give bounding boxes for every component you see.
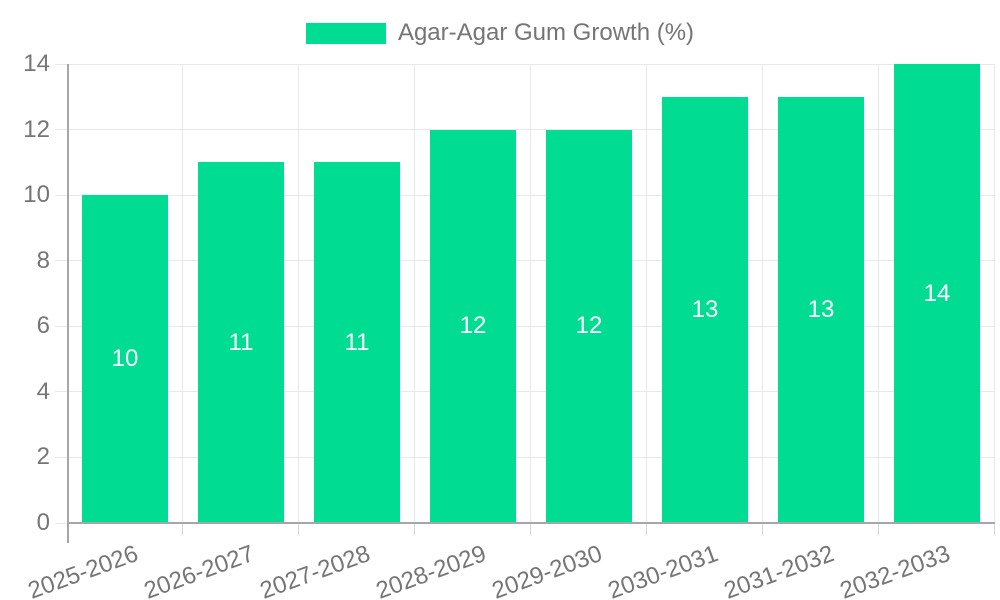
y-axis-tick-label: 14 <box>23 50 50 77</box>
bar-2028-2029[interactable]: 12 <box>430 129 516 523</box>
gridline-vertical <box>762 64 763 523</box>
gridline-horizontal <box>67 391 995 393</box>
y-axis-tick <box>55 129 67 131</box>
bar-value-label: 14 <box>923 279 951 307</box>
gridline-vertical <box>646 64 647 523</box>
x-axis-label: 2030-2031 <box>604 540 722 600</box>
plot-area: 0 2 4 6 8 10 12 14 10 11 11 12 12 13 13 14 2025-2026 2026… <box>23 52 995 600</box>
x-axis-label: 2027-2028 <box>256 540 374 600</box>
gridline-horizontal <box>67 325 995 327</box>
bar-2030-2031[interactable]: 13 <box>662 96 748 523</box>
bar-2029-2030[interactable]: 12 <box>546 129 632 523</box>
x-axis-tick <box>298 523 299 535</box>
bar-2025-2026[interactable]: 10 <box>82 195 168 523</box>
gridline-vertical <box>414 64 415 523</box>
x-axis-label: 2026-2027 <box>140 540 258 600</box>
y-axis-line <box>67 64 69 543</box>
y-axis-tick <box>55 456 67 458</box>
x-axis-tick <box>530 523 531 535</box>
bar-2032-2033[interactable]: 14 <box>894 64 980 523</box>
x-axis-label: 2031-2032 <box>720 540 838 600</box>
bar-value-label: 13 <box>807 295 835 323</box>
bar-value-label: 12 <box>575 312 603 340</box>
y-axis-tick <box>55 194 67 196</box>
gridline-horizontal <box>67 129 995 131</box>
x-axis-tick <box>414 523 415 535</box>
bar-value-label: 12 <box>459 312 487 340</box>
bar-value-label: 13 <box>691 295 719 323</box>
legend-item[interactable]: Agar-Agar Gum Growth (%) <box>305 19 695 47</box>
y-axis-tick <box>55 391 67 393</box>
bar-2026-2027[interactable]: 11 <box>198 162 284 523</box>
y-axis-tick-label: 0 <box>36 509 50 536</box>
legend-label: Agar-Agar Gum Growth (%) <box>397 19 695 46</box>
x-axis-tick <box>646 523 647 535</box>
gridline-vertical <box>298 64 299 523</box>
x-axis-tick <box>878 523 879 535</box>
y-axis-tick-label: 12 <box>23 115 50 143</box>
y-axis-tick-label: 8 <box>36 246 50 274</box>
bar-value-label: 11 <box>228 328 254 356</box>
y-axis-tick-label: 2 <box>36 443 50 471</box>
gridline-vertical <box>878 64 879 523</box>
legend-swatch <box>305 22 386 44</box>
bar-2027-2028[interactable]: 11 <box>314 162 400 523</box>
y-axis-tick-label: 6 <box>36 312 50 340</box>
gridline-horizontal <box>67 456 995 458</box>
gridline-vertical <box>182 64 183 523</box>
x-axis-label: 2025-2026 <box>24 540 142 600</box>
y-axis-tick <box>55 260 67 262</box>
x-axis-tick <box>182 523 183 535</box>
y-axis-tick <box>55 325 67 327</box>
y-axis-tick <box>55 63 67 65</box>
gridline-vertical <box>994 64 995 523</box>
x-axis-tick <box>994 523 995 535</box>
x-axis-line <box>67 522 995 524</box>
chart-legend: Agar-Agar Gum Growth (%) <box>0 16 1000 50</box>
x-axis-label: 2029-2030 <box>488 540 606 600</box>
gridline-vertical <box>530 64 531 523</box>
gridline-horizontal <box>67 63 995 65</box>
x-axis-label: 2032-2033 <box>836 540 954 600</box>
x-axis-tick <box>762 523 763 535</box>
bar-value-label: 10 <box>111 345 139 373</box>
x-axis-label: 2028-2029 <box>372 540 490 600</box>
bar-value-label: 11 <box>344 328 370 356</box>
y-axis-tick-label: 10 <box>23 181 50 209</box>
y-axis-tick <box>55 522 67 524</box>
y-axis-tick-label: 4 <box>36 377 50 405</box>
gridline-horizontal <box>67 194 995 196</box>
bar-2031-2032[interactable]: 13 <box>778 96 864 523</box>
gridline-horizontal <box>67 260 995 262</box>
